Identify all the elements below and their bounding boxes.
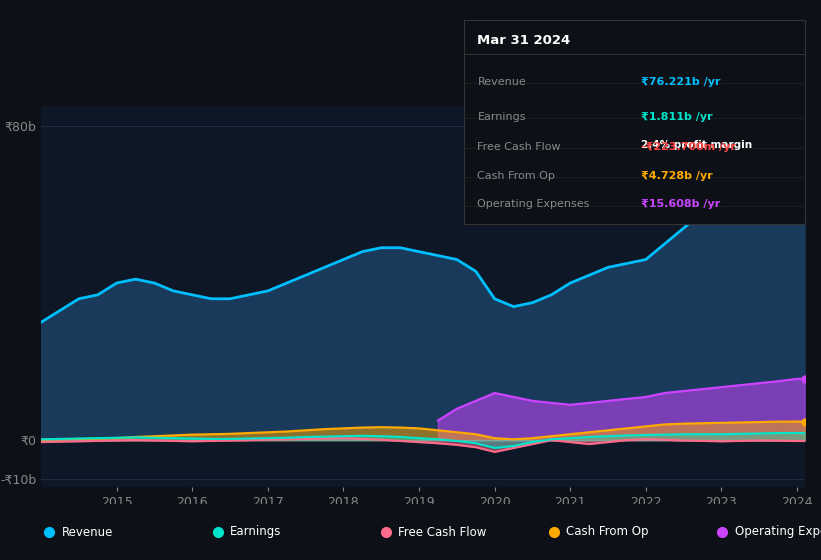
Text: ₹76.221b /yr: ₹76.221b /yr <box>641 77 721 87</box>
Text: Mar 31 2024: Mar 31 2024 <box>478 34 571 47</box>
Text: Operating Expenses: Operating Expenses <box>478 199 589 209</box>
Text: Free Cash Flow: Free Cash Flow <box>398 525 487 539</box>
Text: Earnings: Earnings <box>230 525 282 539</box>
Text: Earnings: Earnings <box>478 111 526 122</box>
Text: ₹15.608b /yr: ₹15.608b /yr <box>641 199 720 209</box>
Text: ₹4.728b /yr: ₹4.728b /yr <box>641 171 713 181</box>
Text: 2.4% profit margin: 2.4% profit margin <box>641 140 752 150</box>
Text: Revenue: Revenue <box>478 77 526 87</box>
Text: Operating Expenses: Operating Expenses <box>735 525 821 539</box>
Text: Cash From Op: Cash From Op <box>478 171 555 181</box>
Text: ₹1.811b /yr: ₹1.811b /yr <box>641 111 713 122</box>
Text: Free Cash Flow: Free Cash Flow <box>478 142 561 152</box>
Text: -₹223.700m /yr: -₹223.700m /yr <box>641 142 736 152</box>
Text: Cash From Op: Cash From Op <box>566 525 649 539</box>
Text: Revenue: Revenue <box>62 525 113 539</box>
